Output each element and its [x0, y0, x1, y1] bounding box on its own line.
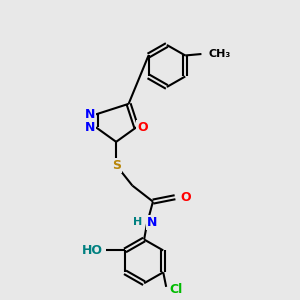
Text: N: N: [85, 108, 95, 121]
Text: O: O: [180, 191, 191, 204]
Text: S: S: [112, 159, 121, 172]
Text: N: N: [85, 121, 95, 134]
Text: O: O: [137, 121, 148, 134]
Text: HO: HO: [82, 244, 103, 257]
Text: Cl: Cl: [169, 283, 182, 296]
Text: N: N: [147, 215, 158, 229]
Text: CH₃: CH₃: [209, 49, 231, 59]
Text: H: H: [134, 217, 142, 227]
